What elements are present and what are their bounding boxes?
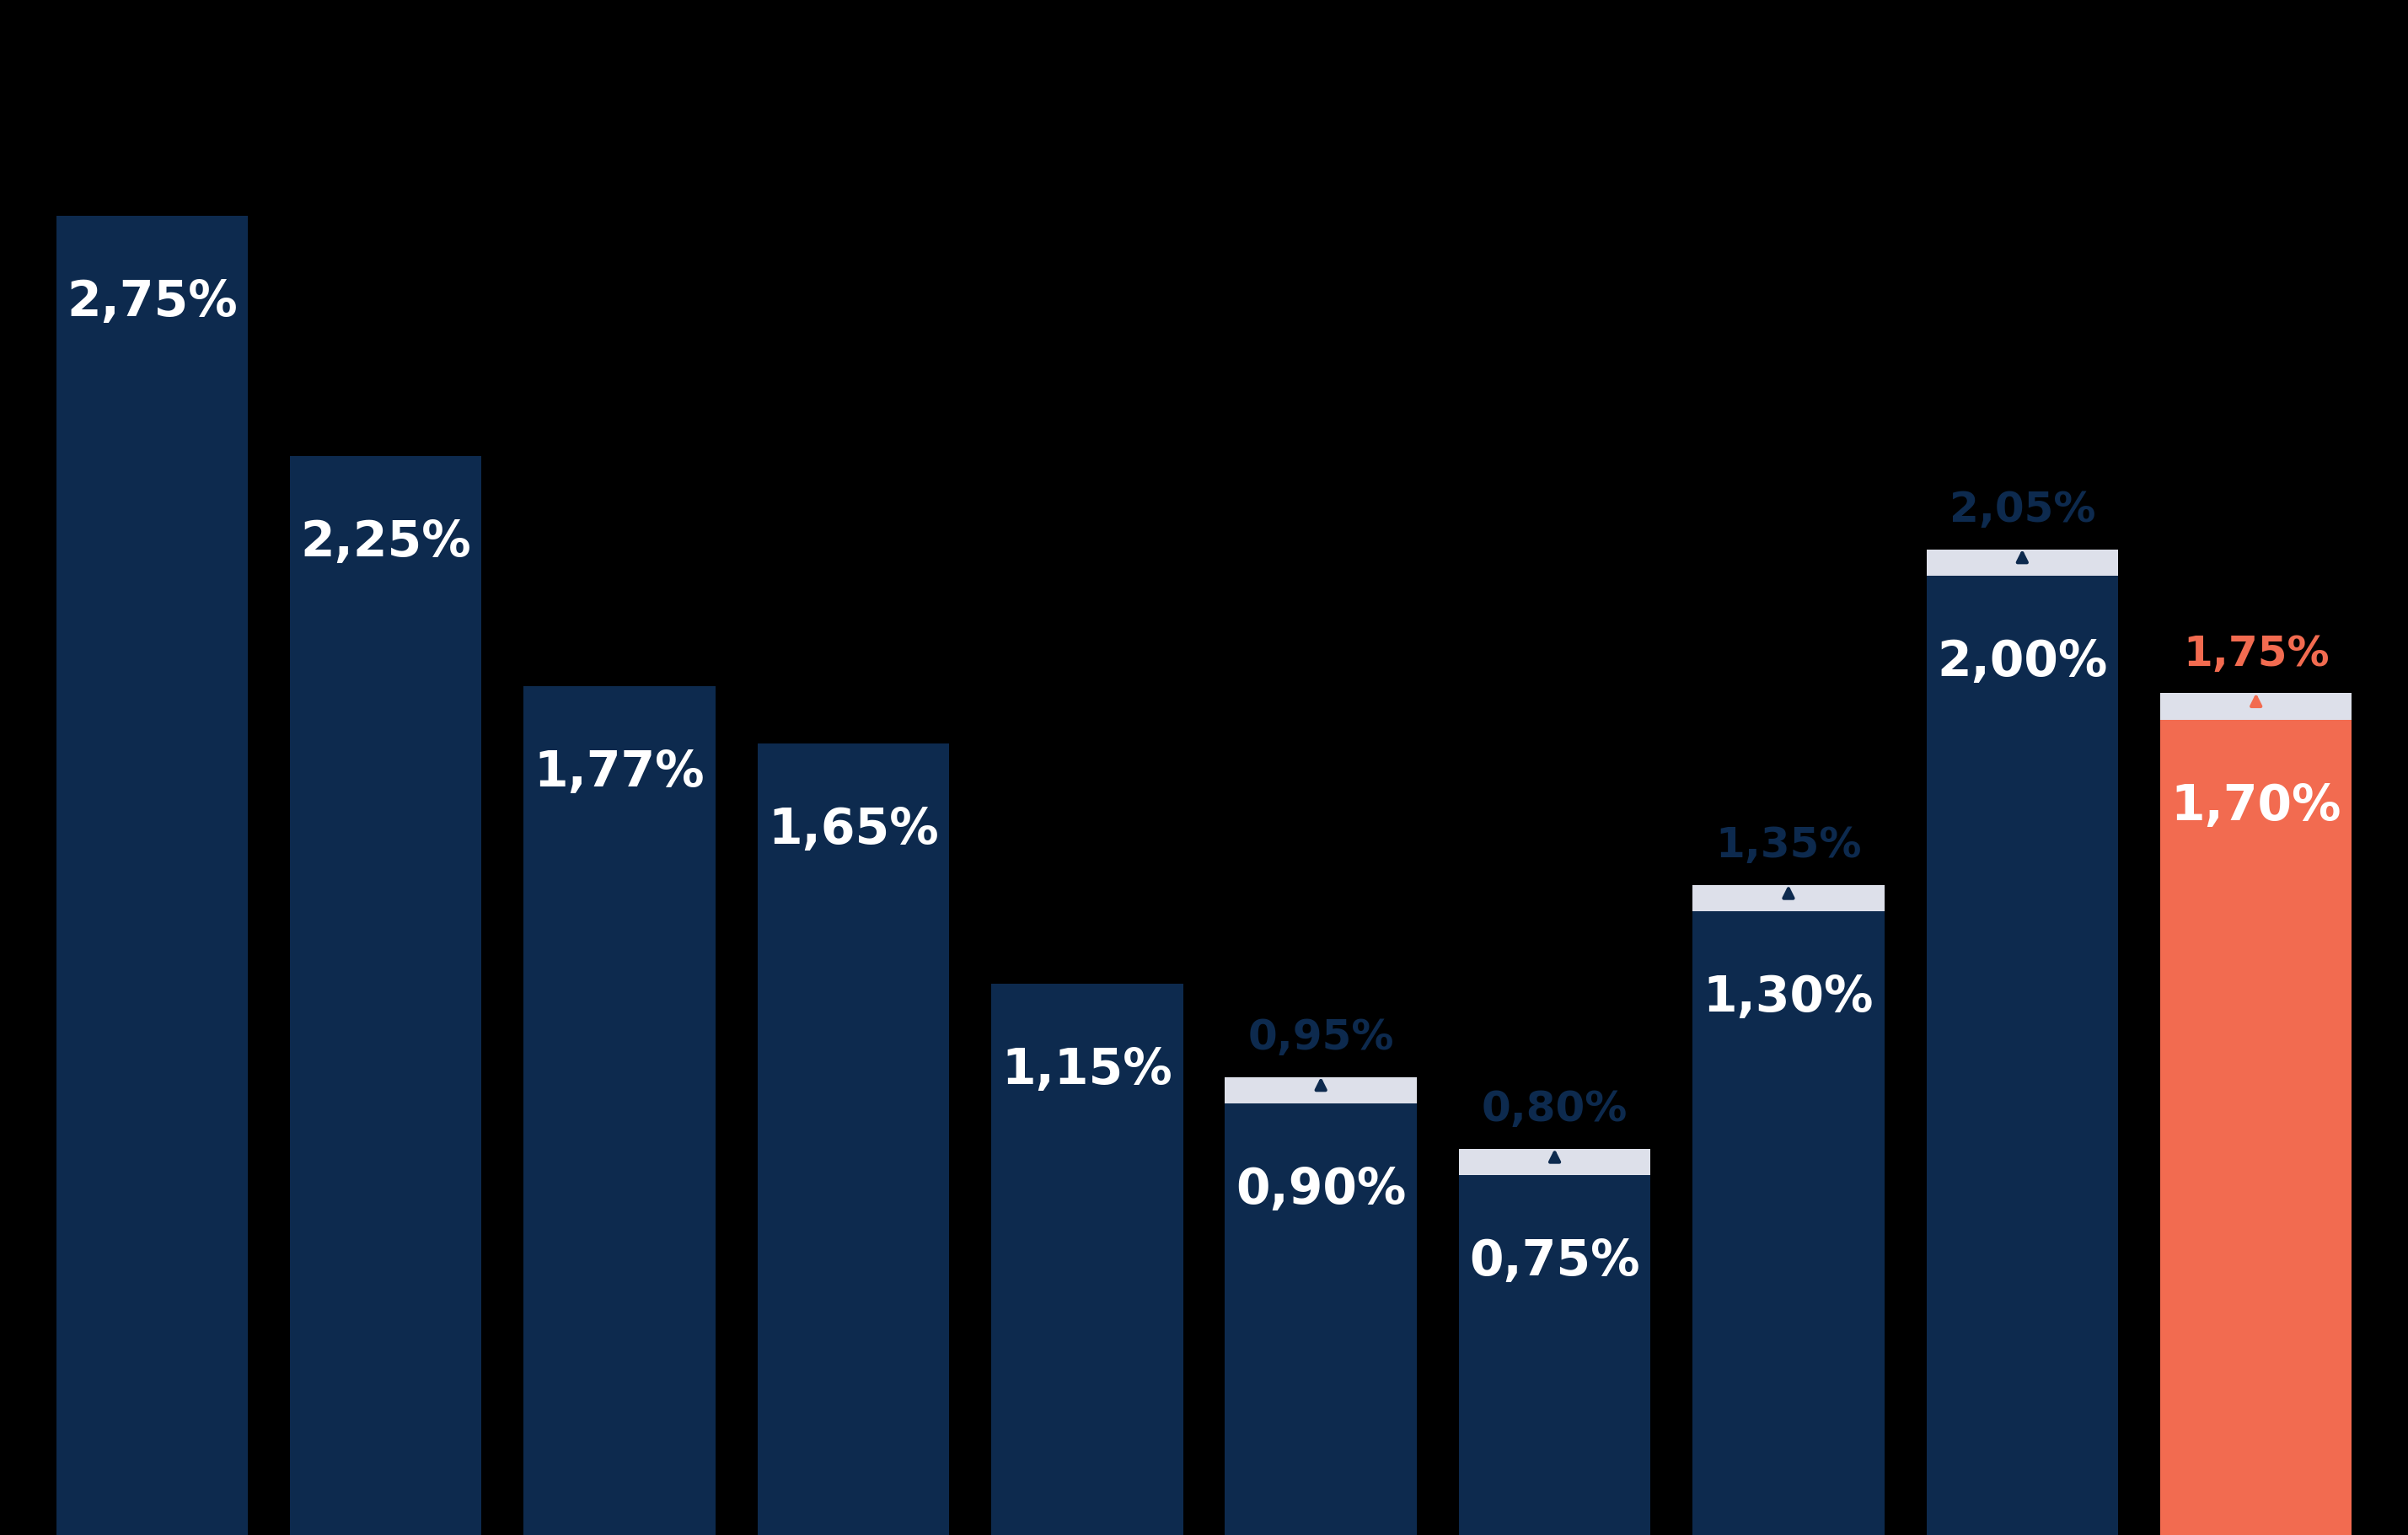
Text: 1,77%: 1,77% <box>535 748 706 797</box>
Text: 0,90%: 0,90% <box>1235 1165 1406 1214</box>
Text: 1,35%: 1,35% <box>1714 826 1861 866</box>
Text: 0,80%: 0,80% <box>1481 1090 1628 1130</box>
Bar <box>992 984 1182 1535</box>
Bar <box>1459 1176 1649 1535</box>
Text: 1,75%: 1,75% <box>2184 634 2329 674</box>
Bar <box>1693 912 1885 1535</box>
Text: 1,65%: 1,65% <box>768 806 939 853</box>
Text: 1,15%: 1,15% <box>1002 1045 1173 1094</box>
Text: 0,75%: 0,75% <box>1469 1237 1640 1286</box>
Bar <box>2160 720 2353 1535</box>
Text: 1,70%: 1,70% <box>2170 781 2341 830</box>
Bar <box>523 686 715 1535</box>
Text: 2,05%: 2,05% <box>1948 490 2095 530</box>
Text: 2,75%: 2,75% <box>67 278 238 327</box>
Bar <box>1226 1104 1416 1535</box>
Text: 2,00%: 2,00% <box>1936 639 2107 686</box>
Bar <box>1926 550 2119 576</box>
Bar <box>759 743 949 1535</box>
Bar <box>2160 694 2353 720</box>
Text: 2,25%: 2,25% <box>301 517 472 566</box>
Bar <box>55 216 248 1535</box>
Bar <box>1459 1148 1649 1176</box>
Text: 1,30%: 1,30% <box>1702 973 1873 1022</box>
Bar <box>289 456 482 1535</box>
Bar <box>1926 576 2119 1535</box>
Bar <box>1693 886 1885 912</box>
Text: 0,95%: 0,95% <box>1247 1018 1394 1058</box>
Bar <box>1226 1078 1416 1104</box>
